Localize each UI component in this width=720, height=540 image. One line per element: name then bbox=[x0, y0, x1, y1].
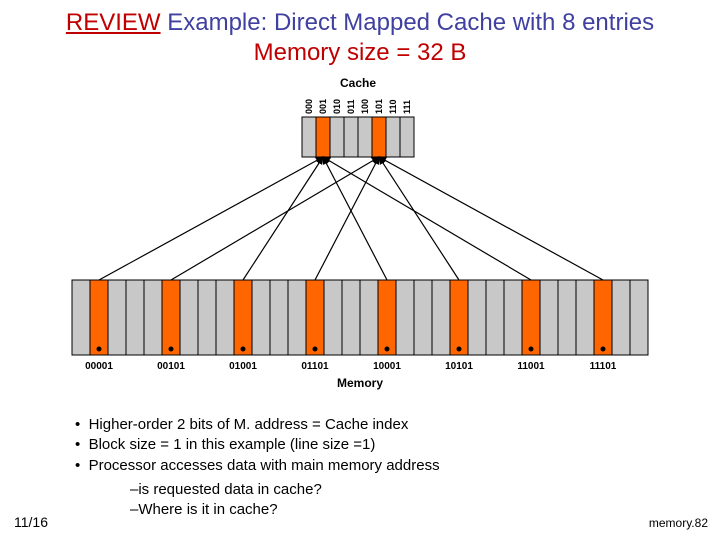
svg-text:111: 111 bbox=[402, 100, 412, 114]
svg-text:00101: 00101 bbox=[157, 361, 185, 372]
svg-text:101: 101 bbox=[374, 99, 384, 114]
svg-text:10001: 10001 bbox=[373, 361, 401, 372]
title-rest: Example: Direct Mapped Cache with 8 entr… bbox=[161, 9, 655, 36]
svg-text:001: 001 bbox=[318, 99, 328, 114]
svg-text:11101: 11101 bbox=[590, 361, 617, 372]
svg-text:00001: 00001 bbox=[85, 361, 113, 372]
bullet-1: • Higher-order 2 bits of M. address = Ca… bbox=[75, 415, 440, 435]
bullet-2: • Block size = 1 in this example (line s… bbox=[75, 435, 440, 455]
svg-text:01101: 01101 bbox=[301, 361, 329, 372]
svg-text:11001: 11001 bbox=[517, 361, 545, 372]
svg-text:011: 011 bbox=[346, 99, 356, 114]
svg-text:10101: 10101 bbox=[445, 361, 473, 372]
svg-text:Memory: Memory bbox=[337, 376, 383, 390]
cache-memory-diagram: Cache 000 001 010 011 100 101 110 111 00001 00101 0… bbox=[0, 75, 720, 395]
title-line-1: REVIEW Example: Direct Mapped Cache with… bbox=[0, 8, 720, 38]
svg-text:100: 100 bbox=[360, 99, 370, 114]
page-number: 11/16 bbox=[14, 514, 48, 530]
sub-bullet-2: –Where is it in cache? bbox=[130, 500, 322, 520]
svg-text:000: 000 bbox=[304, 99, 314, 114]
title-line-2: Memory size = 32 B bbox=[0, 38, 720, 68]
svg-text:110: 110 bbox=[388, 99, 398, 114]
title-review: REVIEW bbox=[66, 9, 161, 36]
svg-text:010: 010 bbox=[332, 99, 342, 114]
sub-bullet-list: –is requested data in cache? –Where is i… bbox=[130, 480, 322, 521]
bullet-list: • Higher-order 2 bits of M. address = Ca… bbox=[75, 415, 440, 476]
bullet-3: • Processor accesses data with main memo… bbox=[75, 456, 440, 476]
svg-text:Cache: Cache bbox=[340, 76, 376, 90]
svg-text:01001: 01001 bbox=[229, 361, 257, 372]
footer-right: memory.82 bbox=[649, 516, 708, 530]
slide-title: REVIEW Example: Direct Mapped Cache with… bbox=[0, 0, 720, 68]
sub-bullet-1: –is requested data in cache? bbox=[130, 480, 322, 500]
